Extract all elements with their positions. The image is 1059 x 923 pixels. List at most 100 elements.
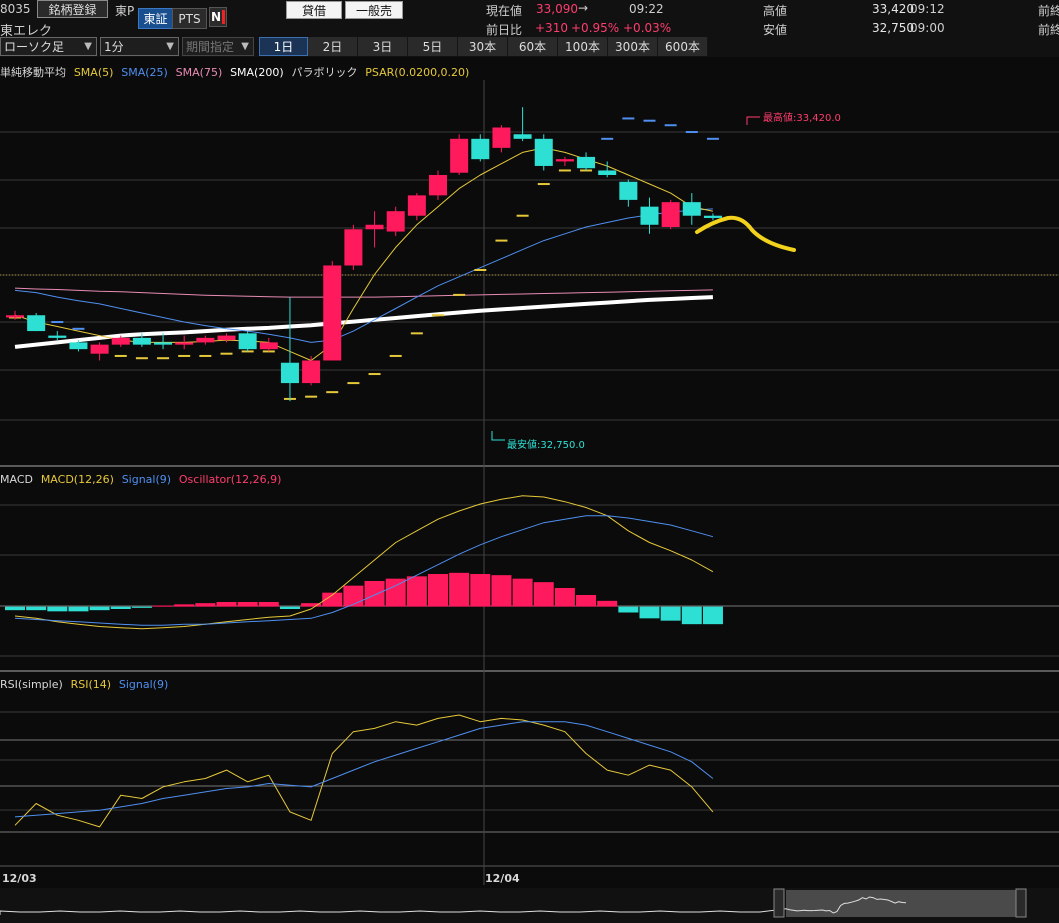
candle-body — [619, 181, 638, 200]
tab-60bars[interactable]: 60本 — [508, 37, 558, 56]
candle-body — [217, 335, 236, 341]
tab-2d[interactable]: 2日 — [308, 37, 358, 56]
x-tick-label: 12/04 — [485, 872, 520, 885]
navigator-right-handle[interactable] — [1015, 888, 1027, 918]
oscillator-bar — [449, 572, 470, 607]
tab-600bars[interactable]: 600本 — [658, 37, 708, 56]
candle-body — [69, 342, 88, 350]
candle-body — [555, 159, 574, 162]
legend-sma5[interactable]: SMA(5) — [73, 66, 114, 79]
candle-body — [154, 342, 173, 345]
oscillator-bar — [216, 602, 237, 607]
candle-body — [132, 337, 151, 345]
legend-macd[interactable]: MACD(12,26) — [40, 473, 114, 486]
tab-30bars[interactable]: 30本 — [458, 37, 508, 56]
oscillator-bar — [89, 606, 110, 611]
tab-5d[interactable]: 5日 — [408, 37, 458, 56]
macd-oscillator-bars — [5, 572, 723, 625]
oscillator-bar — [237, 602, 258, 607]
general-sell-button[interactable]: 一般売 — [345, 1, 403, 19]
oscillator-bar — [660, 606, 681, 621]
high-marker — [746, 116, 760, 125]
low-annotation: 最安値:32,750.0 — [507, 438, 585, 451]
oscillator-bar — [343, 585, 364, 607]
chart-type-select[interactable]: ローソク足 ▼ — [0, 37, 97, 56]
change-percent-2: +0.03% — [623, 21, 672, 35]
high-value: 33,420 — [872, 2, 914, 16]
margin-buy-button[interactable]: 貸借 — [286, 1, 342, 19]
sma75-line — [14, 287, 713, 298]
candle-body — [175, 342, 194, 345]
grid-lines — [0, 131, 1059, 833]
change-label: 前日比 — [486, 23, 523, 37]
register-stock-button[interactable]: 銘柄登録 — [37, 0, 108, 18]
change-percent: +0.95% — [571, 21, 620, 35]
oscillator-bar — [131, 606, 152, 608]
oscillator-bar — [47, 606, 68, 612]
candle-body — [450, 138, 469, 173]
candle-body — [238, 333, 257, 350]
candle-body — [640, 206, 659, 225]
range-navigator-window[interactable] — [786, 890, 1016, 917]
oscillator-bar — [597, 600, 618, 607]
candle-body — [513, 134, 532, 139]
candle-body — [196, 337, 215, 343]
news-icon[interactable]: N — [209, 7, 227, 27]
low-marker — [491, 431, 505, 441]
drawn-annotation-curve[interactable] — [695, 215, 796, 252]
exchange-tab-pts[interactable]: PTS — [172, 8, 207, 29]
candle-body — [682, 202, 701, 216]
candle-body — [534, 138, 553, 166]
oscillator-bar — [428, 574, 448, 607]
legend-macd-title: MACD — [0, 473, 33, 486]
legend-sma75[interactable]: SMA(75) — [175, 66, 223, 79]
oscillator-bar — [470, 574, 491, 607]
legend-oscillator[interactable]: Oscillator(12,26,9) — [178, 473, 282, 486]
candle-body — [386, 211, 405, 232]
oscillator-bar — [681, 606, 702, 625]
legend-psar[interactable]: PSAR(0.0200,0.20) — [365, 66, 470, 79]
legend-macd-signal[interactable]: Signal(9) — [121, 473, 172, 486]
legend-rsi-signal[interactable]: Signal(9) — [118, 678, 169, 691]
oscillator-bar — [639, 606, 660, 619]
sma5-line — [14, 147, 714, 361]
prev-close-label-2: 前終 — [1038, 23, 1059, 37]
legend-rsi[interactable]: RSI(14) — [70, 678, 112, 691]
chevron-down-icon: ▼ — [241, 41, 249, 52]
oscillator-bar — [618, 606, 639, 613]
interval-select[interactable]: 1分 ▼ — [100, 37, 179, 56]
tab-3d[interactable]: 3日 — [358, 37, 408, 56]
oscillator-bar — [702, 606, 723, 625]
candle-body — [259, 342, 278, 350]
navigator-left-handle[interactable] — [773, 888, 785, 918]
macd-signal-line — [14, 515, 714, 626]
psar-markers — [9, 117, 719, 400]
tab-300bars[interactable]: 300本 — [608, 37, 658, 56]
rsi-line — [14, 714, 714, 828]
low-time: 09:00 — [910, 21, 945, 35]
legend-sma200[interactable]: SMA(200) — [230, 66, 284, 79]
period-select[interactable]: 期間指定 ▼ — [182, 37, 254, 56]
exchange-tab-tse[interactable]: 東証 — [138, 8, 173, 29]
oscillator-bar — [554, 588, 575, 607]
candle-body — [90, 344, 109, 354]
oscillator-bar — [491, 575, 512, 607]
tab-100bars[interactable]: 100本 — [558, 37, 608, 56]
navigator-sparkline — [0, 896, 907, 915]
legend-sma-title: 単純移動平均 — [0, 66, 66, 79]
rsi-lines — [14, 714, 714, 828]
oscillator-bar — [26, 606, 47, 611]
price-chart[interactable]: 最高値:33,420.0 最安値:32,750.0 12/03 12/04 — [0, 57, 1059, 923]
oscillator-bar — [195, 603, 216, 607]
tab-1d[interactable]: 1日 — [259, 37, 308, 56]
rsi-signal-line — [14, 721, 714, 818]
candle-body — [407, 195, 426, 216]
current-price-time: 09:22 — [629, 2, 664, 16]
legend-sma25[interactable]: SMA(25) — [121, 66, 168, 79]
legend-rsi-title: RSI(simple) — [0, 678, 63, 691]
stock-name: 東エレク — [0, 24, 53, 39]
candle-body — [703, 215, 722, 218]
timeframe-tabs: 1日 2日 3日 5日 30本 60本 100本 300本 600本 — [259, 37, 708, 56]
current-price-value: 33,090 — [536, 2, 578, 16]
current-price-arrow-icon: → — [578, 1, 589, 15]
